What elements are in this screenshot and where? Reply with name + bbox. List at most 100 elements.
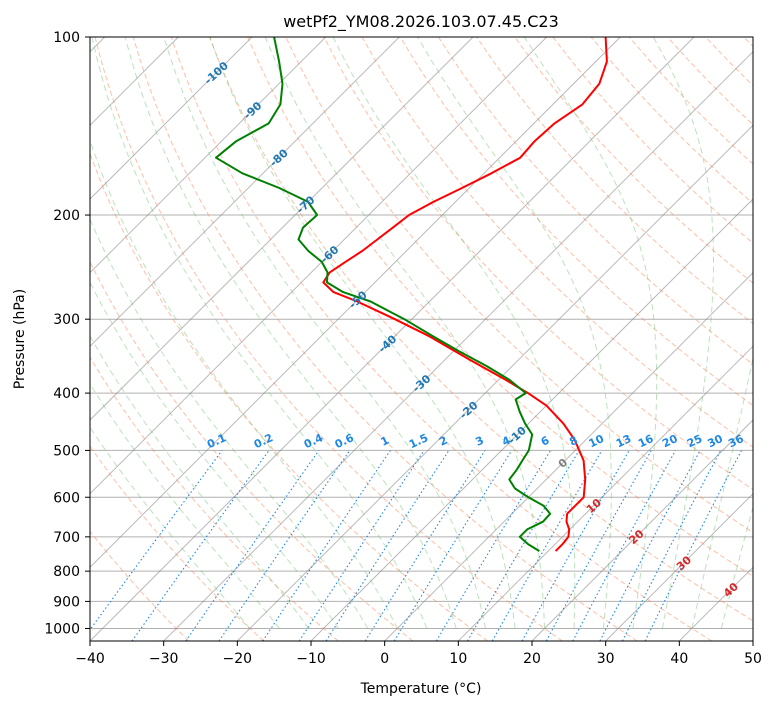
mixing-ratio-label: 20: [660, 432, 680, 450]
moist-adiabat: [90, 426, 251, 629]
dry-adiabat: [94, 37, 563, 641]
mixing-ratio-line: [131, 450, 270, 641]
isotherm-line: [90, 37, 474, 421]
moist-adiabat: [691, 355, 753, 629]
y-tick-label: 900: [53, 594, 80, 610]
y-tick-label: 100: [53, 30, 80, 46]
moist-adiabat: [124, 37, 457, 629]
y-tick-label: 500: [53, 443, 80, 459]
mixing-ratio-label: 10: [587, 432, 607, 450]
mixing-ratio-line: [298, 450, 425, 641]
mixing-ratio-label: 36: [726, 432, 746, 450]
mixing-ratio-line: [90, 450, 223, 631]
x-axis-ticks: −40 −30 −20 −10 0 10 20 30 40 50: [75, 641, 762, 667]
dry-adiabat: [132, 37, 638, 641]
isotherm-line: [90, 37, 548, 495]
mixing-ratio-label: 0.6: [333, 431, 356, 451]
isobar-gridlines: [90, 37, 753, 629]
moist-adiabat: [264, 37, 545, 629]
isotherm-line: [384, 271, 753, 641]
chart-title: wetPf2_YM08.2026.103.07.45.C23: [283, 12, 559, 32]
moist-adiabat: [91, 37, 428, 629]
dry-adiabat: [667, 37, 753, 126]
x-tick-label: 20: [523, 651, 541, 667]
y-tick-label: 200: [53, 208, 80, 224]
moist-adiabat: [332, 37, 576, 629]
dry-adiabat: [514, 37, 753, 284]
mixing-ratio-line: [545, 450, 652, 641]
moist-adiabat: [720, 505, 753, 629]
dry-adiabat: [90, 445, 264, 641]
x-tick-label: 40: [670, 651, 688, 667]
isotherm-line: [90, 37, 400, 348]
mixing-ratio-line: [521, 450, 630, 641]
mixing-ratio-label: 3: [473, 434, 485, 449]
dry-adiabat: [247, 37, 753, 577]
x-tick-label: 10: [449, 651, 467, 667]
moist-adiabat: [90, 217, 369, 629]
mixing-ratio-label: 16: [636, 432, 656, 450]
y-tick-label: 600: [53, 490, 80, 506]
isotherm-gridlines: [90, 37, 753, 641]
isotherm-line: [90, 37, 621, 569]
mixing-ratio-label: 1: [379, 434, 391, 449]
y-tick-label: 400: [53, 386, 80, 402]
dry-adiabat: [209, 37, 753, 622]
dry-adiabat: [90, 356, 339, 641]
mixing-ratio-label: 2: [437, 434, 449, 449]
dry-adiabat: [90, 530, 190, 641]
dry-adiabat: [743, 37, 753, 48]
mixing-ratio-line: [572, 450, 676, 641]
moist-adiabat: [90, 281, 339, 629]
x-tick-label: −10: [296, 651, 326, 667]
dry-adiabat: [437, 37, 753, 365]
mixing-ratio-line: [644, 450, 742, 641]
isotherm-line: [752, 640, 753, 641]
mixing-ratio-label: 30: [706, 432, 726, 450]
mixing-ratio-label: 1.5: [407, 431, 430, 451]
mixing-ratio-label: 0.4: [302, 431, 325, 451]
plot-frame: [89, 36, 754, 642]
moist-adiabats: [90, 37, 753, 629]
mixing-ratio-line: [435, 450, 552, 641]
mixing-ratio-label: 13: [614, 432, 633, 450]
isotherm-line: [236, 124, 753, 641]
isotherm-line: [90, 37, 327, 274]
mixing-ratio-label: 25: [685, 432, 704, 450]
x-tick-label: 30: [597, 651, 615, 667]
moist-adiabat: [523, 37, 658, 629]
temperature-profile-line: [322, 37, 608, 552]
x-tick-label: 50: [744, 651, 762, 667]
isotherm-line: [90, 37, 695, 641]
mixing-ratio-lines: [90, 450, 742, 641]
x-tick-label: −40: [75, 651, 105, 667]
moist-adiabat: [417, 37, 612, 629]
isotherm-line: [90, 37, 253, 200]
dry-adiabat: [590, 37, 753, 205]
sounding-profiles: [215, 37, 608, 552]
moist-adiabat: [90, 382, 280, 629]
mixing-ratio-line: [262, 450, 391, 641]
isotherm-label: -100: [202, 59, 231, 87]
dry-adiabat: [170, 37, 712, 641]
mixing-ratio-line: [218, 450, 351, 641]
dry-adiabats: [90, 37, 753, 641]
y-tick-label: 1000: [44, 621, 80, 637]
mixing-ratio-line: [599, 450, 701, 641]
moist-adiabat: [163, 37, 487, 629]
y-tick-label: 800: [53, 564, 80, 580]
moist-adiabat: [209, 37, 516, 629]
isotherm-line: [531, 419, 753, 641]
dry-adiabat: [399, 37, 753, 407]
x-tick-label: −20: [223, 651, 253, 667]
mixing-ratio-labels: 0.1 0.2 0.4 0.6 1 1.5 2 3 4 6 8 10 13 16 20 25 30 36: [205, 431, 746, 451]
isotherm-line: [678, 566, 753, 641]
dry-adiabat: [323, 37, 753, 491]
moist-adiabat: [652, 37, 714, 629]
x-tick-label: −30: [149, 651, 179, 667]
dry-adiabat: [90, 260, 414, 641]
moist-adiabat: [90, 138, 398, 629]
isotherm-line: [605, 492, 753, 641]
